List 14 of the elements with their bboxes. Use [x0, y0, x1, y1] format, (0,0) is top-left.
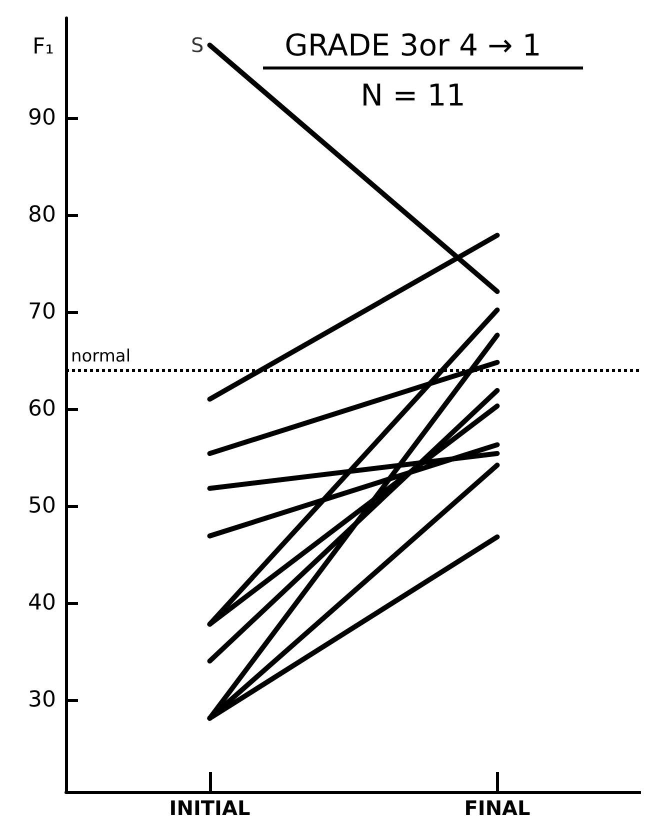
annotation: S [191, 33, 204, 58]
chart-title: GRADE 3or 4 → 1 [284, 28, 542, 64]
y-tick-label: 80 [28, 202, 56, 228]
x-tick-label: FINAL [464, 796, 531, 820]
y-tick-label: 90 [28, 105, 56, 130]
y-tick-label: 30 [28, 687, 56, 712]
x-tick-label: INITIAL [169, 796, 250, 820]
y-tick-label: 60 [28, 396, 56, 422]
y-tick-label: 50 [28, 493, 56, 518]
y-tick-label: 40 [28, 590, 56, 616]
text: N = 11 [360, 78, 466, 114]
ref-line-label: normal [71, 346, 131, 367]
y-axis-title: F₁ [32, 34, 54, 60]
y-tick-label: 70 [28, 299, 56, 324]
